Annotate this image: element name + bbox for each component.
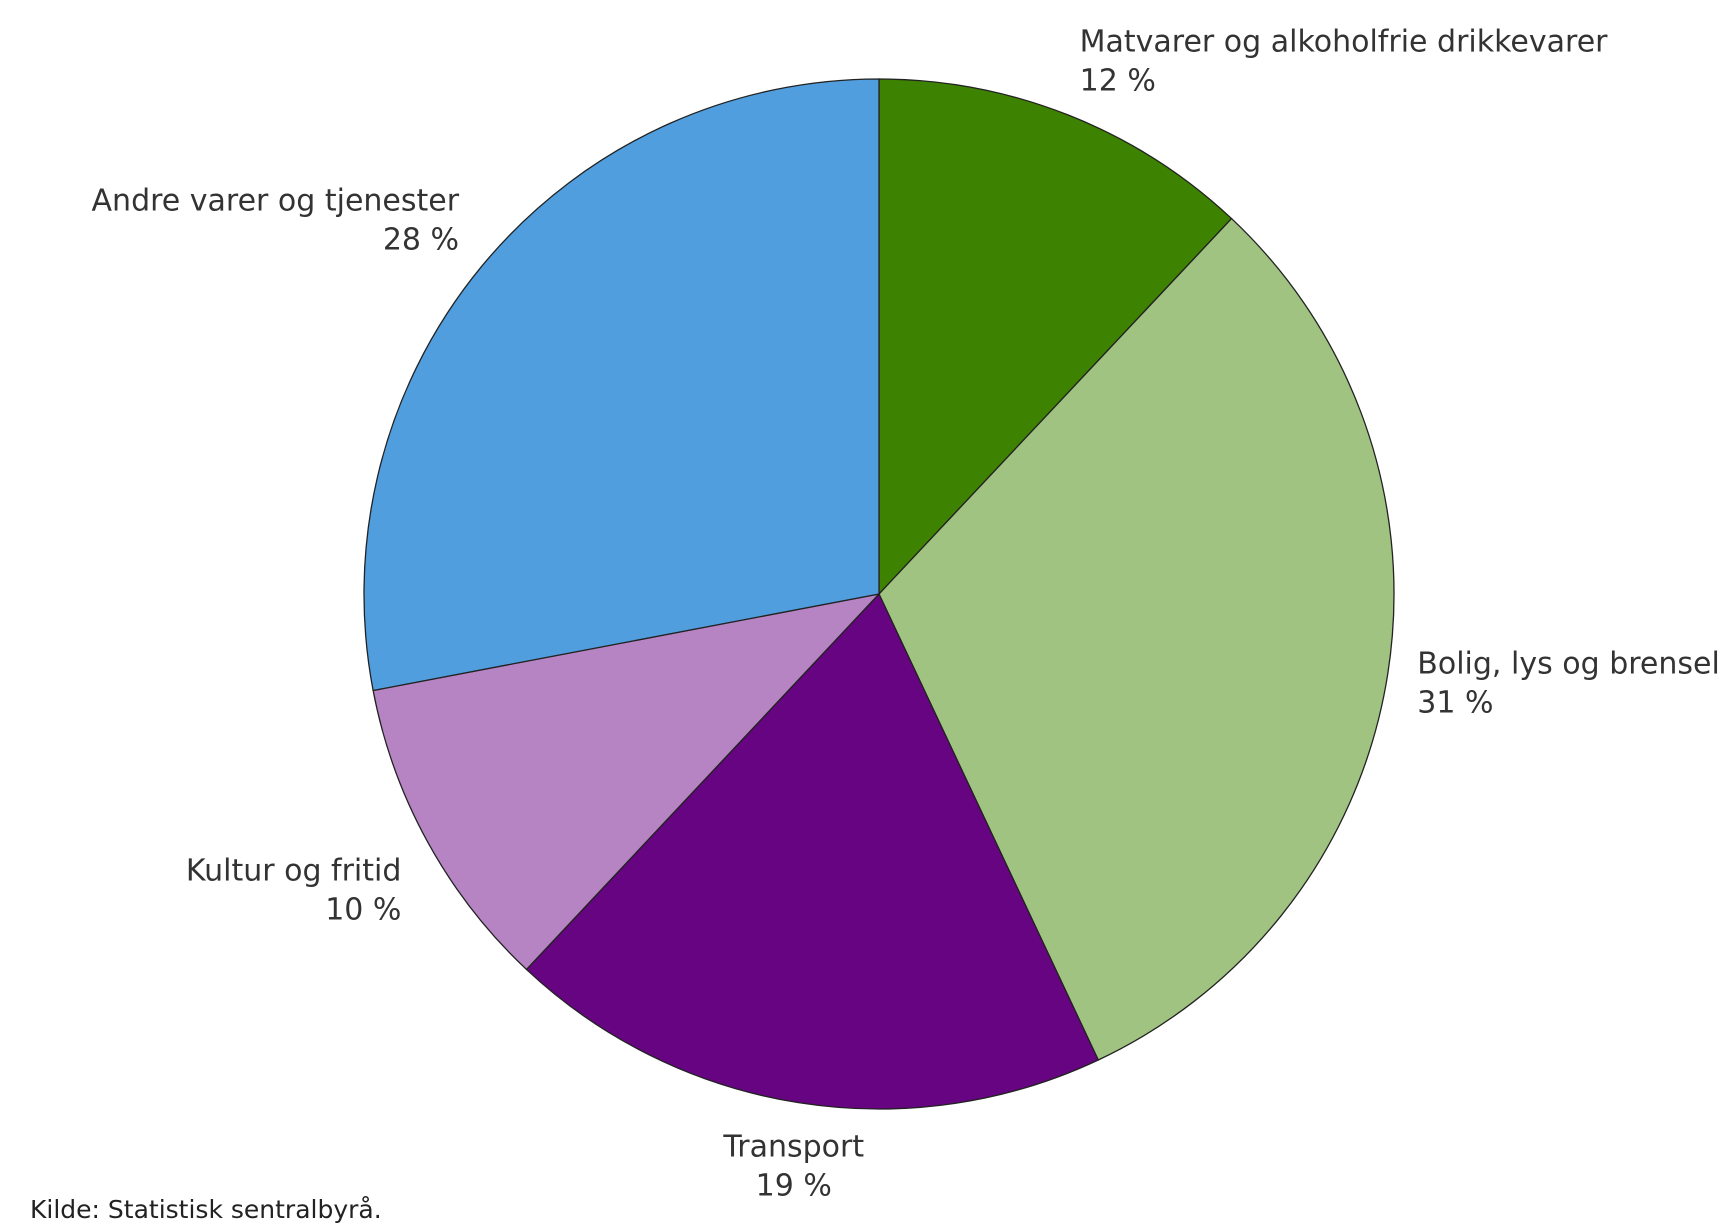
pie-slice bbox=[878, 217, 1395, 1061]
slice-label: Kultur og fritid 10 % bbox=[186, 854, 401, 928]
slice-label-name: Matvarer og alkoholfrie drikkevarer bbox=[1080, 24, 1609, 59]
slice-label-name: Kultur og fritid bbox=[186, 854, 401, 889]
slice-label: Bolig, lys og brensel 31 % bbox=[1417, 646, 1720, 720]
pie-slice bbox=[372, 592, 881, 971]
slice-label-name: Transport bbox=[722, 1129, 864, 1164]
slice-label: Matvarer og alkoholfrie drikkevarer 12 % bbox=[1080, 24, 1609, 98]
pie-slice bbox=[878, 78, 1233, 596]
slice-label-value: 10 % bbox=[325, 893, 401, 928]
source-note: Kilde: Statistisk sentralbyrå. bbox=[30, 1195, 382, 1224]
slice-label-value: 28 % bbox=[383, 223, 459, 258]
slice-label-name: Andre varer og tjenester bbox=[92, 184, 460, 219]
pie-slice bbox=[525, 592, 1100, 1110]
slice-label-value: 31 % bbox=[1417, 685, 1493, 720]
slice-label: Andre varer og tjenester 28 % bbox=[92, 184, 460, 258]
slice-label-value: 19 % bbox=[756, 1168, 832, 1203]
slice-label: Transport 19 % bbox=[722, 1129, 864, 1203]
slice-label-value: 12 % bbox=[1080, 63, 1156, 98]
slice-label-name: Bolig, lys og brensel bbox=[1417, 646, 1720, 681]
pie-slice bbox=[363, 78, 880, 692]
